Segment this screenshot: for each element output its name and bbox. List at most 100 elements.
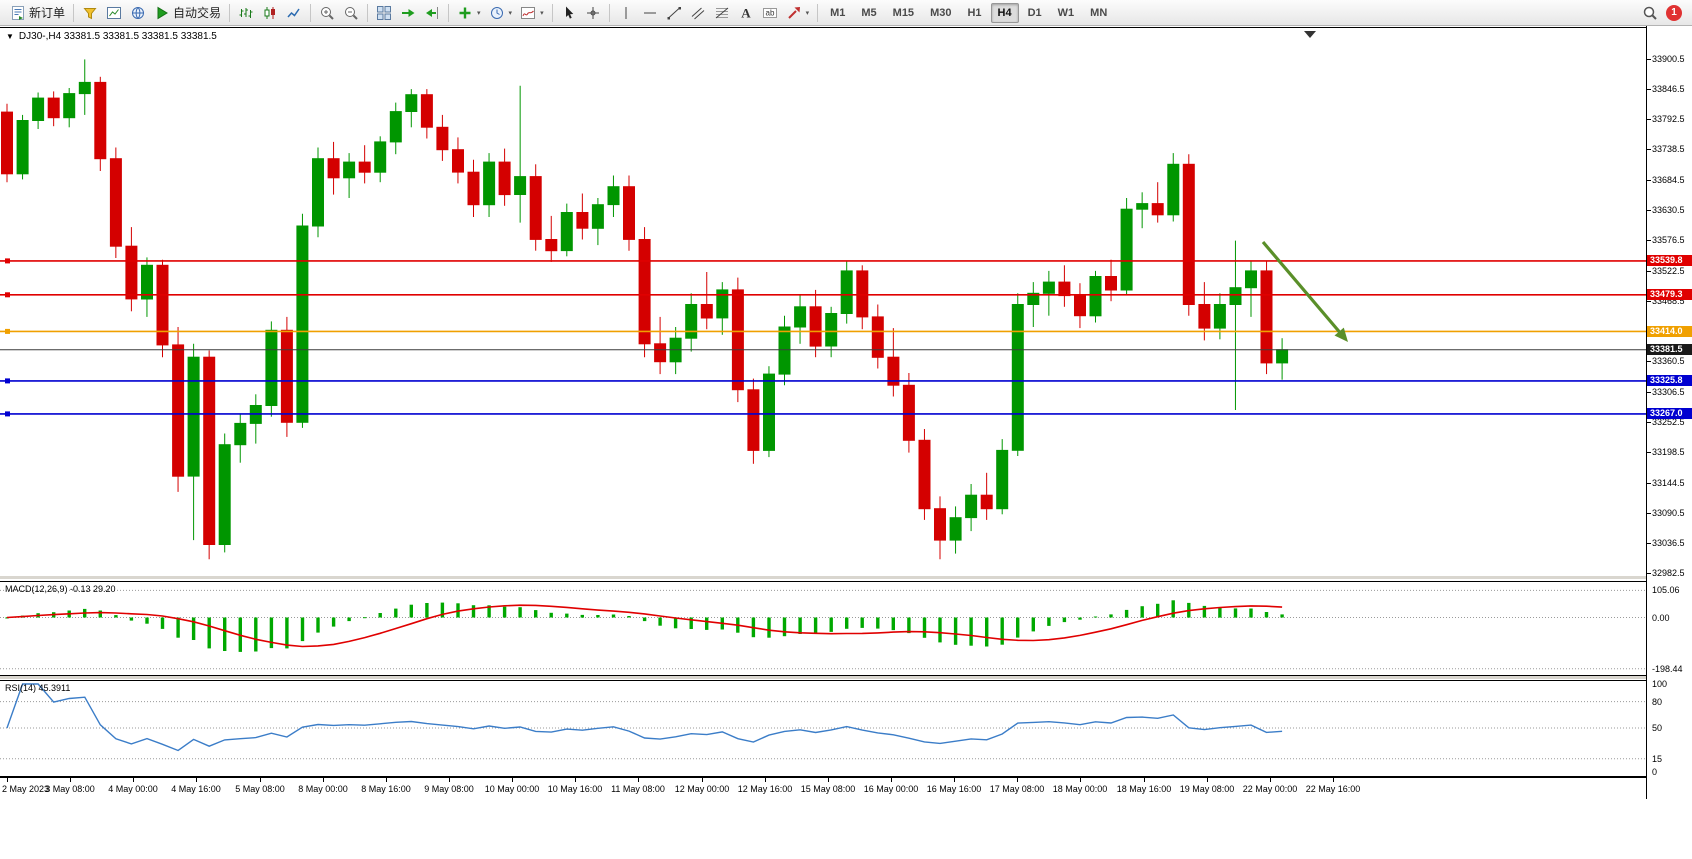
price-axis-label: 33036.5 [1652, 538, 1685, 549]
candle [685, 293, 698, 352]
tile-windows-button[interactable] [372, 2, 396, 24]
time-axis-tick [765, 778, 766, 782]
time-axis-label: 18 May 00:00 [1052, 784, 1108, 794]
fibonacci-button[interactable] [710, 2, 734, 24]
candle [747, 378, 760, 464]
candle [141, 257, 153, 317]
macd-histogram-bar [860, 617, 864, 628]
timeframe-m30[interactable]: M30 [930, 6, 952, 19]
auto-scroll-button[interactable] [396, 2, 420, 24]
zoom-out-button[interactable] [339, 2, 363, 24]
timeframe-d1[interactable]: D1 [1027, 6, 1042, 19]
rsi-panel[interactable]: RSI(14) 45.3911 [0, 680, 1646, 777]
chart-shift-button[interactable] [420, 2, 444, 24]
quick-trade-caret-icon[interactable]: ▼ [6, 32, 14, 41]
toolbar-separator [608, 3, 610, 22]
auto-trading-button[interactable]: 自动交易 [150, 2, 225, 24]
zoom-in-button[interactable] [315, 2, 339, 24]
search-button[interactable] [1638, 2, 1662, 24]
price-axis-label: 33792.5 [1652, 114, 1685, 125]
level-line-handle[interactable] [5, 292, 10, 298]
chart-window-icon [107, 6, 122, 19]
candle [1120, 198, 1133, 296]
timeframe-h4[interactable]: H4 [990, 2, 1019, 23]
candle [778, 315, 791, 386]
text-button[interactable]: A [734, 2, 758, 24]
new-order-button[interactable]: 新订单 [6, 2, 69, 24]
trendline-button[interactable] [662, 2, 686, 24]
price-chart-canvas[interactable] [0, 28, 1646, 576]
market-watch-button[interactable] [102, 2, 126, 24]
time-axis-tick [1333, 778, 1334, 782]
time-axis-tick [828, 778, 829, 782]
macd-histogram-bar [985, 617, 989, 647]
macd-histogram-bar [1249, 608, 1253, 618]
horizontal-line-button[interactable] [638, 2, 662, 24]
funnel-icon [83, 7, 97, 19]
price-axis-tick [1647, 422, 1651, 424]
macd-histogram-bar [829, 617, 833, 632]
macd-histogram-bar [1031, 617, 1035, 632]
timeframe-m1[interactable]: M1 [830, 6, 846, 19]
macd-panel[interactable]: MACD(12,26,9) -0.13 29.20 [0, 581, 1646, 676]
time-axis-tick [7, 778, 8, 782]
plus-icon [459, 7, 471, 18]
profiles-button[interactable] [78, 2, 102, 24]
bar-chart-button[interactable] [234, 2, 258, 24]
arrows-button[interactable]: ▾ [782, 2, 814, 24]
notification-badge[interactable]: 1 [1666, 4, 1682, 21]
candle [343, 153, 356, 198]
price-axis-tick [1647, 88, 1651, 90]
level-line-handle[interactable] [5, 411, 10, 417]
candle [996, 439, 1009, 515]
candle [420, 89, 433, 139]
panel-splitter[interactable] [0, 676, 1646, 679]
cursor-icon [565, 6, 573, 19]
candle [78, 59, 91, 115]
arrow-annotation-head[interactable] [1334, 327, 1349, 342]
candle [560, 203, 573, 257]
macd-histogram-bar [922, 617, 927, 638]
indicators-button[interactable]: ▾ [516, 2, 548, 24]
periods-button[interactable]: ▾ [485, 2, 517, 24]
timeframe-h1[interactable]: H1 [967, 6, 982, 19]
crosshair-button[interactable] [581, 2, 605, 24]
line-chart-button[interactable] [282, 2, 306, 24]
price-axis[interactable]: 32982.5 33036.5 33090.5 33144.5 33198.5 33252… [1646, 26, 1692, 799]
new-chart-button[interactable]: ▾ [453, 2, 485, 24]
time-axis-tick [638, 778, 639, 782]
toolbar-separator [551, 3, 553, 22]
rsi-axis-label: 80 [1652, 696, 1663, 707]
panel-splitter[interactable] [0, 576, 1646, 579]
candle [125, 227, 138, 312]
candlestick-chart-button[interactable] [258, 2, 282, 24]
vertical-line-button[interactable] [614, 2, 638, 24]
timeframe-m5[interactable]: M5 [861, 6, 877, 19]
arrow-annotation[interactable] [1261, 240, 1345, 337]
timeframe-mn[interactable]: MN [1090, 6, 1108, 19]
time-axis[interactable]: 2 May 2023 3 May 08:00 4 May 00:00 4 May 16… [0, 777, 1646, 800]
macd-histogram-bar [409, 604, 413, 618]
macd-histogram-bar [1124, 609, 1129, 618]
chart-shift-marker[interactable] [1304, 31, 1316, 38]
price-chart-panel[interactable]: ▼ DJ30-,H4 33381.5 33381.5 33381.5 33381… [0, 27, 1646, 577]
channel-button[interactable] [686, 2, 710, 24]
price-tag: 33381.5 [1647, 344, 1692, 356]
label-button[interactable]: ab [758, 2, 782, 24]
rsi-axis-label: 0 [1652, 767, 1658, 777]
candle [1276, 338, 1289, 380]
candle [16, 114, 29, 180]
timeframe-m15[interactable]: M15 [892, 6, 915, 19]
time-axis-tick [323, 778, 324, 782]
candle [887, 328, 900, 397]
cursor-button[interactable] [557, 2, 581, 24]
level-line-handle[interactable] [5, 378, 10, 384]
level-line-handle[interactable] [5, 328, 10, 334]
level-line-handle[interactable] [5, 258, 10, 264]
price-axis-tick [1647, 452, 1651, 454]
candle [902, 373, 915, 453]
timeframe-w1[interactable]: W1 [1057, 6, 1075, 19]
candle [187, 343, 200, 541]
navigator-button[interactable] [126, 2, 150, 24]
macd-histogram-bar [767, 617, 771, 638]
